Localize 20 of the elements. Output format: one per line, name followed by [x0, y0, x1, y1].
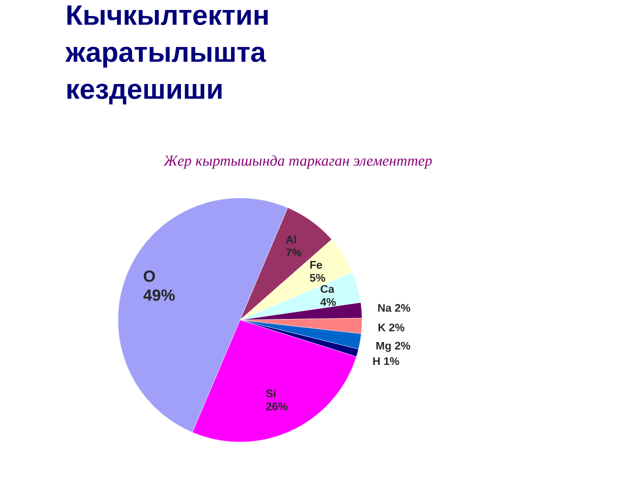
slice-label: Fe [310, 261, 322, 269]
chart-title: Кычкылтектин жаратылышта кездешиши [65, 6, 268, 104]
data-label: 1% [384, 357, 400, 366]
data-label: 26% [266, 402, 288, 410]
slice-label: K [378, 324, 386, 332]
data-label: 4% [320, 298, 336, 306]
data-label: 49% [143, 290, 175, 301]
slice-label: Ca [320, 285, 334, 293]
slice-label: H [373, 357, 380, 365]
slice-label: Na [378, 304, 392, 312]
slice-label: Al [286, 235, 296, 244]
slice-label: O [144, 270, 155, 282]
data-label: 5% [310, 274, 326, 282]
chart-subtitle: Жер кыртышында таркаган элементтер [163, 155, 432, 169]
data-label: 2% [394, 342, 410, 350]
data-label: 2% [389, 324, 404, 332]
slice-label: Si [266, 389, 276, 398]
data-label: 2% [394, 304, 410, 312]
slice-label: Mg [376, 342, 391, 352]
data-label: 7% [286, 248, 302, 256]
